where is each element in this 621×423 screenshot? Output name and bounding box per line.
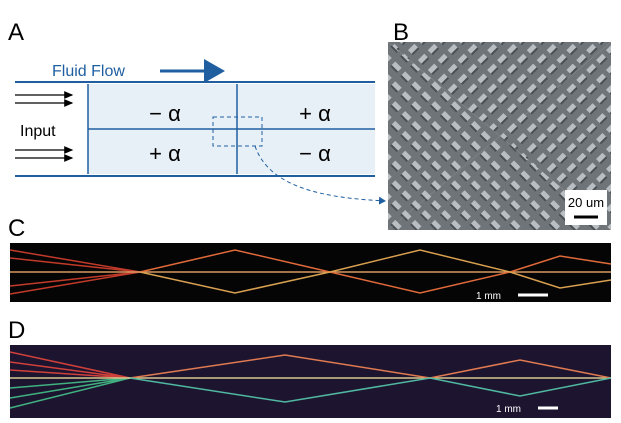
panel-label: C xyxy=(8,215,25,242)
cell: − α xyxy=(149,101,181,126)
cell: + α xyxy=(299,101,331,126)
panel-a: A Fluid Flow Input − α + α + α − α xyxy=(8,19,385,201)
scale-label: 20 um xyxy=(568,195,604,210)
cell: − α xyxy=(299,141,331,166)
flow-label: Fluid Flow xyxy=(52,63,125,80)
input-label: Input xyxy=(20,123,56,140)
figure: A Fluid Flow Input − α + α + α − α B xyxy=(0,0,621,423)
panel-label: B xyxy=(393,19,409,46)
panel-d: D 1 mm xyxy=(8,317,611,418)
cell: + α xyxy=(149,141,181,166)
panel-label: D xyxy=(8,317,25,344)
scale-label: 1 mm xyxy=(496,404,521,415)
panel-label: A xyxy=(8,19,24,46)
scale-label: 1 mm xyxy=(476,291,501,302)
panel-b: B 20 um xyxy=(388,19,611,230)
